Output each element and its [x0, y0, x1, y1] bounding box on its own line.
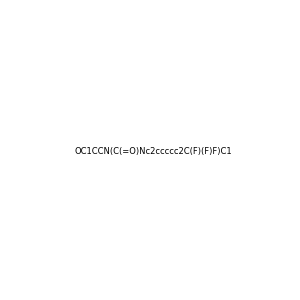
Text: OC1CCN(C(=O)Nc2ccccc2C(F)(F)F)C1: OC1CCN(C(=O)Nc2ccccc2C(F)(F)F)C1 — [75, 147, 232, 156]
